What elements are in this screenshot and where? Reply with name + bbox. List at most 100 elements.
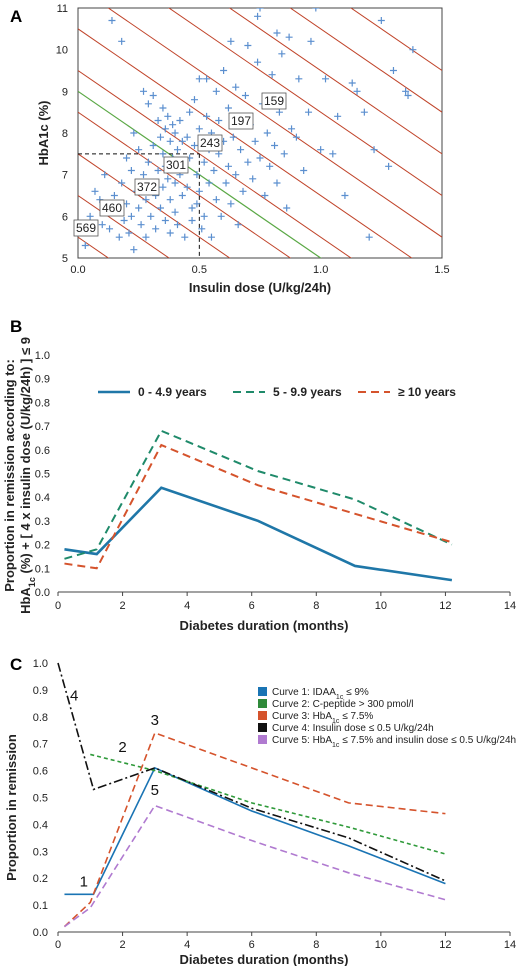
x-tick-label: 10: [375, 600, 387, 612]
scatter-point: [292, 133, 300, 141]
scatter-point: [227, 200, 235, 208]
scatter-point: [256, 154, 264, 162]
scatter-point: [106, 225, 114, 233]
scatter-point: [86, 212, 94, 220]
y-tick-label: 1.0: [35, 350, 50, 362]
scatter-point: [300, 167, 308, 174]
y-tick-label: 10: [56, 45, 68, 57]
scatter-point: [334, 112, 342, 120]
y-tick-label: 0.5: [33, 793, 48, 805]
scatter-point: [127, 167, 135, 174]
isoline: [78, 153, 231, 258]
scatter-point: [137, 221, 145, 229]
scatter-point: [125, 229, 133, 237]
scatter-point: [203, 112, 211, 120]
y-tick-label: 0.8: [33, 712, 48, 724]
x-tick-label: 1.0: [313, 264, 328, 276]
scatter-point: [271, 142, 279, 149]
x-tick-label: 2: [120, 600, 126, 612]
x-axis-label: Diabetes duration (months): [179, 618, 348, 633]
y-tick-label: 0.2: [33, 873, 48, 885]
x-tick-label: 4: [184, 600, 190, 612]
scatter-point: [341, 192, 349, 199]
scatter-point: [188, 204, 196, 212]
remission-threshold-line: [78, 90, 322, 258]
legend-label: 0 - 4.9 years: [138, 385, 207, 399]
series-line: [64, 766, 446, 896]
scatter-point: [215, 117, 223, 124]
y-axis-label: HbA1c (%): [36, 100, 51, 165]
scatter-point: [195, 187, 203, 195]
scatter-point: [188, 217, 196, 224]
legend-swatch: [258, 687, 267, 696]
series-line: [57, 662, 446, 882]
y-tick-label: 0.7: [35, 421, 50, 433]
scatter-point: [142, 196, 150, 204]
isoline-label-box: [163, 156, 189, 174]
legend-label: Curve 4: Insulin dose ≤ 0.5 U/kg/24h: [272, 723, 434, 734]
scatter-point: [183, 183, 191, 191]
isolines: [78, 8, 442, 258]
scatter-point: [370, 146, 378, 154]
scatter-point: [203, 75, 211, 83]
scatter-point: [144, 100, 152, 108]
y-tick-label: 6: [62, 211, 68, 223]
scatter-point: [140, 171, 148, 179]
y-tick-label: 0.3: [35, 516, 50, 528]
isoline: [228, 8, 442, 155]
curve-number-label: 4: [70, 688, 78, 705]
scatter-point: [239, 187, 247, 195]
x-tick-label: 6: [249, 939, 255, 951]
x-tick-label: 8: [313, 600, 319, 612]
x-axis-label: Insulin dose (U/kg/24h): [189, 280, 331, 295]
scatter-point: [144, 158, 152, 166]
isoline: [78, 111, 292, 258]
series-line: [63, 804, 446, 928]
y-tick-label: 0.6: [33, 766, 48, 778]
isoline-label: 301: [166, 158, 186, 172]
y-tick-label: 0.1: [35, 563, 50, 575]
scatter-point: [200, 212, 208, 220]
scatter-point: [130, 246, 138, 254]
panel-b-chart: 0 2 4 6 8 10 12 14 0.0 0.1 0.2 0.3 0.4 0.5 0.6 0.7 0.8 0.…: [2, 337, 516, 633]
scatter-point: [91, 187, 99, 195]
y-tick-label: 0.0: [35, 587, 50, 599]
scatter-point: [118, 37, 126, 45]
scatter-point: [273, 29, 281, 37]
scatter-point: [348, 79, 356, 87]
scatter-point: [154, 117, 162, 124]
y-tick-label: 0.4: [35, 492, 50, 504]
scatter-point: [171, 208, 179, 216]
scatter-point: [183, 133, 191, 141]
scatter-point: [115, 233, 123, 241]
scatter-point: [173, 221, 181, 229]
scatter-point: [173, 146, 181, 154]
scatter-point: [140, 87, 148, 95]
y-tick-label: 0.6: [35, 445, 50, 457]
scatter-point: [263, 129, 271, 137]
scatter-point: [377, 17, 385, 24]
scatter-point: [135, 146, 143, 154]
y-tick-label: 0.9: [35, 374, 50, 386]
scatter-point: [166, 196, 174, 204]
legend-label: ≥ 10 years: [398, 385, 456, 399]
curve-number-label: 5: [151, 782, 159, 799]
scatter-point: [159, 150, 167, 158]
scatter-point: [385, 162, 393, 170]
legend-label: Curve 3: HbA1c ≤ 7.5%: [272, 711, 373, 725]
scatter-point: [305, 108, 313, 116]
scatter-point: [317, 146, 325, 154]
scatter-point: [181, 233, 189, 241]
isoline: [78, 28, 413, 258]
panel-a-chart: 569 460 372 301 243 197 159 0.0 0.5 1.0 1.5 5 6 7 8 9 10…: [36, 3, 450, 295]
x-tick-label: 6: [249, 600, 255, 612]
legend-swatch: [258, 723, 267, 732]
scatter-point: [166, 137, 174, 145]
scatter-point: [178, 137, 186, 145]
scatter-point: [108, 17, 116, 24]
scatter-point: [161, 217, 169, 224]
scatter-point: [232, 171, 240, 179]
y-axis-label-line2: HbA1c (%) + [ 4 x insulin dose (U/kg/24h…: [18, 337, 37, 614]
isoline: [78, 70, 352, 258]
scatter-point: [157, 133, 165, 141]
